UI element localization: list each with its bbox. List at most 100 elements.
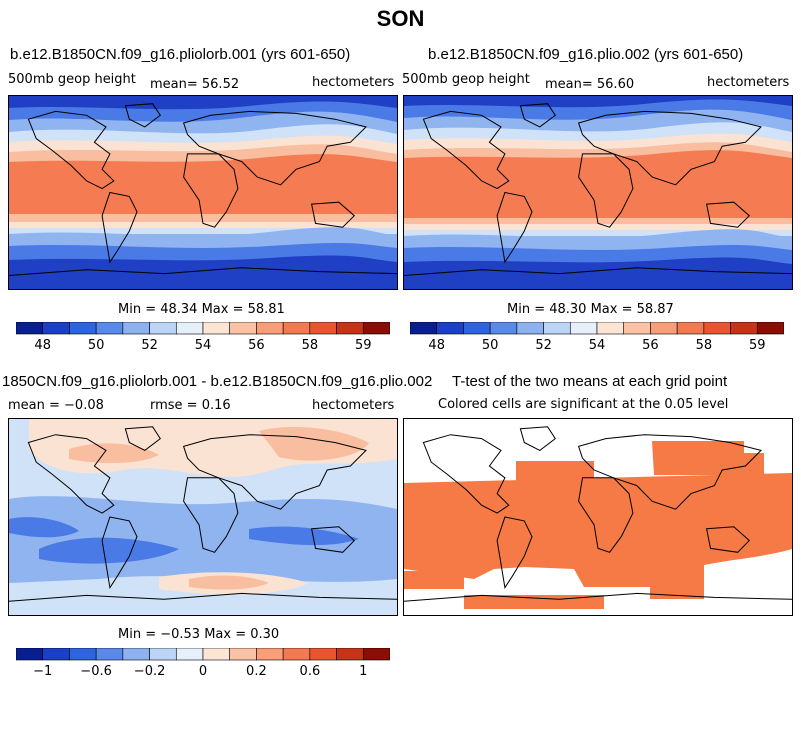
colorbar-tick-label: 59	[355, 338, 372, 353]
significance-region	[404, 473, 792, 587]
colorbar-swatch	[410, 322, 438, 335]
field-band	[9, 154, 397, 214]
colorbar-swatch	[489, 322, 518, 335]
colorbar-swatch	[623, 322, 651, 335]
coastline	[124, 103, 161, 128]
coastline	[27, 434, 115, 514]
coastline	[183, 477, 239, 553]
panel3-units-label: hectometers	[312, 398, 395, 413]
colorbar-tick-label: 58	[696, 338, 713, 353]
figure-title: SON	[376, 6, 425, 31]
coastline	[9, 267, 397, 276]
coastline	[404, 592, 792, 602]
significance-region	[650, 577, 704, 599]
panel4-map	[403, 418, 793, 616]
colorbar-swatch	[676, 322, 705, 335]
colorbar-tick-label: 48	[428, 338, 445, 353]
coastline	[404, 267, 792, 276]
coastline	[578, 153, 634, 228]
colorbar-swatch	[543, 322, 571, 335]
panel3-min-max: Min = −0.53 Max = 0.30	[118, 627, 280, 642]
colorbar-swatch	[16, 648, 44, 661]
panel3-mean-label: mean = −0.08	[8, 398, 104, 413]
panel1-title: b.e12.B1850CN.f09_g16.pliolorb.001 (yrs …	[10, 46, 351, 63]
panel1-map	[8, 95, 398, 290]
coastline	[101, 516, 138, 589]
panel1-units-label: hectometers	[312, 75, 395, 90]
colorbar-swatch	[69, 322, 97, 335]
colorbar-swatch	[309, 648, 337, 661]
field-band	[249, 526, 359, 546]
panel3-map	[8, 418, 398, 616]
colorbar-tick-label: 0.2	[246, 664, 267, 679]
coastline	[310, 201, 356, 228]
coastline	[705, 201, 751, 228]
field-band	[404, 257, 792, 289]
colorbar-swatch	[16, 322, 44, 335]
colorbar-tick-label: 59	[749, 338, 766, 353]
colorbar-swatch	[256, 648, 284, 661]
coastline	[9, 592, 397, 602]
colorbar-swatch	[229, 648, 257, 661]
colorbar-tick-label: 0	[199, 664, 207, 679]
colorbar-swatch	[756, 322, 784, 335]
colorbar-tick-label: 56	[248, 338, 265, 353]
colorbar-swatch	[336, 322, 364, 335]
panel1-min-max: Min = 48.34 Max = 58.81	[118, 302, 285, 317]
colorbar-swatch	[336, 648, 364, 661]
field-band	[404, 150, 792, 218]
colorbar-tick-label: 48	[34, 338, 51, 353]
coastline	[124, 426, 161, 451]
field-band	[259, 427, 369, 461]
panel4-title: T-test of the two means at each grid poi…	[452, 373, 728, 390]
field-band	[189, 575, 269, 590]
colorbar-swatch	[69, 648, 97, 661]
panel1-colorbar: 4850525456585960	[16, 322, 390, 353]
panel2-units-label: hectometers	[707, 75, 790, 90]
coastline	[422, 110, 510, 190]
panel3-map-field	[9, 419, 397, 615]
panel2-colorbar: 4850525456585960	[410, 322, 784, 353]
coastline	[496, 191, 533, 264]
colorbar-swatch	[149, 648, 177, 661]
colorbar-swatch	[362, 648, 390, 661]
significance-region	[652, 441, 764, 475]
colorbar-swatch	[202, 648, 231, 661]
colorbar-swatch	[175, 648, 204, 661]
panel3-colorbar: −1 −0.6 −0.2 0 0.2 0.6 1	[16, 648, 390, 679]
coastline	[496, 516, 533, 589]
colorbar-swatch	[650, 322, 678, 335]
significance-region	[516, 461, 594, 481]
colorbar-tick-label: 54	[589, 338, 606, 353]
colorbar-swatch	[596, 322, 625, 335]
coastline	[101, 191, 138, 264]
colorbar-swatch	[122, 648, 150, 661]
significance-region	[404, 571, 464, 589]
colorbar-swatch	[42, 322, 70, 335]
colorbar-tick-label: 50	[88, 338, 105, 353]
colorbar-swatch	[463, 322, 491, 335]
coastline	[519, 426, 556, 451]
colorbar-swatch	[309, 322, 337, 335]
colorbar-tick-label: 58	[302, 338, 319, 353]
panel2-variable-label: 500mb geop height	[402, 72, 530, 87]
coastline	[182, 110, 367, 186]
panel1-map-field	[9, 96, 397, 289]
coastline	[183, 153, 239, 228]
colorbar-swatch	[122, 322, 150, 335]
colorbar-swatch	[42, 648, 70, 661]
coastline	[705, 526, 751, 553]
field-band	[9, 517, 79, 538]
field-band	[69, 443, 159, 464]
panel2-map	[403, 95, 793, 290]
colorbar-swatch	[229, 322, 257, 335]
panel3-rmse-label: rmse = 0.16	[150, 398, 231, 413]
colorbar-tick-label: 1	[359, 664, 367, 679]
colorbar-tick-label: 56	[642, 338, 659, 353]
colorbar-tick-label: 54	[195, 338, 212, 353]
colorbar-swatch	[730, 322, 758, 335]
coastline	[310, 526, 356, 553]
panel1-mean-label: mean= 56.52	[150, 77, 240, 92]
colorbar-tick-label: −1	[33, 664, 52, 679]
colorbar-swatch	[569, 322, 598, 335]
